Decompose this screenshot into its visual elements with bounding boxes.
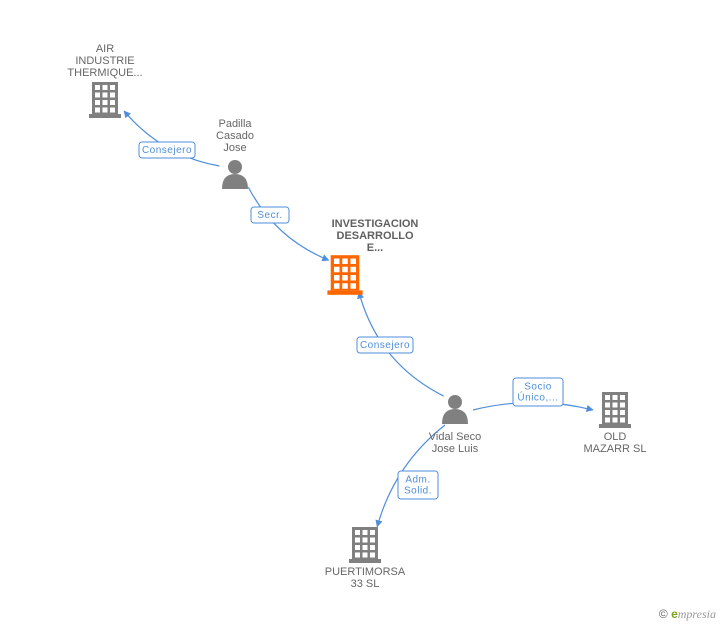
credit-logo-letter: e xyxy=(671,607,678,621)
node-label: MAZARR SL xyxy=(584,443,647,455)
copyright-symbol: © xyxy=(659,607,668,621)
node-label: Jose xyxy=(223,142,246,154)
edge-label-text: Único,... xyxy=(517,391,558,404)
edge-label-text: Consejero xyxy=(360,340,410,351)
node-label: OLD xyxy=(604,431,627,443)
node-label: Casado xyxy=(216,130,254,142)
edge-label-text: Socio xyxy=(524,382,552,393)
edge xyxy=(248,187,328,260)
person-icon xyxy=(442,395,468,424)
building-icon xyxy=(599,392,631,428)
edge-label: Consejero xyxy=(139,142,195,158)
node-label: INVESTIGACION xyxy=(332,218,419,230)
node-padilla[interactable]: PadillaCasadoJose xyxy=(216,118,254,189)
edge-label-text: Secr. xyxy=(257,210,282,221)
node-label: Padilla xyxy=(218,118,252,130)
node-label: E... xyxy=(367,242,384,254)
node-label: THERMIQUE... xyxy=(67,67,142,79)
node-air[interactable]: AIRINDUSTRIETHERMIQUE... xyxy=(67,43,142,118)
node-label: INDUSTRIE xyxy=(75,55,134,67)
node-label: 33 SL xyxy=(351,578,380,590)
edge-label-text: Solid. xyxy=(404,486,432,497)
edge-label: Secr. xyxy=(251,207,289,223)
network-diagram: AIRINDUSTRIETHERMIQUE...PadillaCasadoJos… xyxy=(0,0,728,630)
credit-line: © empresia xyxy=(659,607,716,622)
building-icon xyxy=(327,255,362,295)
edge-label: Adm.Solid. xyxy=(398,471,438,499)
edge-label-text: Consejero xyxy=(142,145,192,156)
building-icon xyxy=(89,82,121,118)
edge-label: Consejero xyxy=(357,337,413,353)
building-icon xyxy=(349,527,381,563)
node-label: PUERTIMORSA xyxy=(325,566,406,578)
node-label: AIR xyxy=(96,43,114,55)
node-idee[interactable]: INVESTIGACIONDESARROLLOE... xyxy=(327,218,418,295)
person-icon xyxy=(222,160,248,189)
node-label: Jose Luis xyxy=(432,443,479,455)
credit-name: mpresia xyxy=(678,607,716,621)
edge-label-text: Adm. xyxy=(405,475,430,486)
node-label: DESARROLLO xyxy=(337,230,414,242)
node-vidal[interactable]: Vidal SecoJose Luis xyxy=(429,395,481,455)
node-puerti[interactable]: PUERTIMORSA33 SL xyxy=(325,527,406,590)
edge-label: SocioÚnico,... xyxy=(513,378,563,406)
node-old[interactable]: OLDMAZARR SL xyxy=(584,392,647,455)
node-label: Vidal Seco xyxy=(429,431,481,443)
